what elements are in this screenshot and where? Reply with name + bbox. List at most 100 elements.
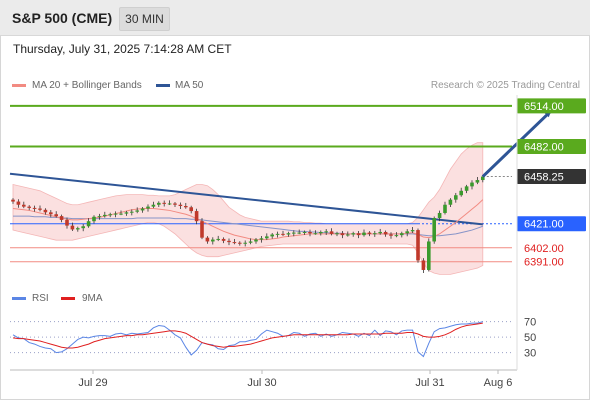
candle	[205, 236, 210, 244]
candle	[416, 228, 420, 263]
candle	[292, 230, 296, 237]
candle-body	[432, 218, 436, 242]
candle	[178, 202, 183, 210]
candle-body	[49, 212, 53, 215]
candle	[54, 211, 58, 218]
candle-body	[157, 202, 161, 205]
candle	[151, 201, 156, 209]
candle	[470, 180, 474, 190]
candle-body	[270, 234, 274, 237]
candle-body	[475, 180, 480, 183]
candle-body	[416, 230, 420, 261]
legend-label-rsi: RSI	[32, 293, 49, 304]
x-tick-label: Aug 6	[484, 377, 513, 389]
price-tag-6458.25	[517, 169, 586, 185]
candle	[405, 229, 409, 237]
candle-body	[54, 214, 58, 217]
candle	[227, 238, 231, 246]
timeframe-button[interactable]: 30 MIN	[119, 7, 170, 31]
candle	[65, 217, 69, 229]
candle-body	[16, 201, 21, 205]
candle	[459, 187, 463, 197]
candle-body	[130, 211, 134, 213]
candle	[356, 230, 361, 239]
candle	[378, 228, 382, 235]
candle-body	[308, 231, 312, 234]
candle	[248, 238, 253, 245]
candle-body	[167, 203, 172, 205]
rsi-tick-70: 70	[524, 317, 536, 329]
candle-body	[11, 199, 15, 202]
candle	[49, 210, 53, 218]
candle	[59, 214, 64, 223]
rsi-tick-30: 30	[524, 348, 536, 360]
candle-body	[151, 204, 156, 207]
candle	[22, 201, 26, 209]
candle	[254, 238, 258, 244]
candle	[319, 230, 323, 236]
candle	[167, 200, 172, 205]
candle-body	[70, 225, 75, 230]
candle	[76, 226, 80, 232]
candle	[346, 231, 350, 237]
candle	[238, 241, 242, 246]
candle	[324, 229, 328, 236]
candle-body	[92, 216, 96, 222]
candle-body	[275, 233, 280, 235]
candle-body	[113, 213, 118, 215]
candle	[400, 231, 404, 238]
candle	[432, 216, 436, 244]
candle	[146, 204, 150, 212]
legend-label-ma20: MA 20 + Bollinger Bands	[32, 80, 142, 91]
legend-label-9ma: 9MA	[82, 293, 103, 304]
candle	[367, 231, 372, 237]
candle-body	[43, 209, 48, 213]
candle	[38, 205, 42, 212]
timestamp: Thursday, July 31, 2025 7:14:28 AM CET	[13, 42, 232, 56]
candle-body	[389, 234, 393, 236]
x-tick-label: Jul 31	[415, 377, 444, 389]
candle-body	[32, 207, 37, 209]
candle	[275, 231, 280, 238]
symbol-title: S&P 500 (CME)	[12, 10, 113, 26]
candle-body	[238, 242, 242, 244]
candle-body	[367, 232, 372, 234]
candle-body	[335, 233, 339, 235]
candle	[443, 201, 447, 215]
candle	[221, 237, 226, 244]
candle-body	[243, 242, 247, 244]
copyright-text: Research © 2025 Trading Central	[430, 80, 580, 91]
candle-body	[464, 186, 469, 191]
candle-body	[292, 232, 296, 234]
candle-body	[313, 233, 318, 235]
price-label-6514.00: 6514.00	[524, 101, 564, 113]
candle	[43, 208, 48, 215]
candle	[97, 213, 102, 220]
candle-body	[211, 239, 215, 242]
candle-body	[194, 211, 199, 222]
price-label-6421.00: 6421.00	[524, 219, 564, 231]
candle-body	[76, 228, 80, 230]
candle-body	[378, 231, 382, 234]
rsi-tick-50: 50	[524, 332, 536, 344]
candle	[281, 230, 285, 237]
candle-body	[427, 241, 431, 270]
candle	[389, 232, 393, 239]
price-label-6391.00: 6391.00	[524, 257, 564, 269]
candle-body	[178, 204, 183, 206]
candle-body	[448, 199, 453, 205]
candle	[313, 230, 318, 235]
candle	[259, 236, 264, 243]
candle	[200, 218, 204, 240]
bollinger-band	[12, 142, 484, 275]
candle-body	[454, 195, 458, 200]
candle	[448, 198, 453, 208]
candle	[81, 223, 85, 232]
candle	[243, 240, 247, 247]
candle	[216, 235, 220, 242]
candle-body	[459, 190, 463, 196]
candle-body	[405, 231, 409, 234]
candle-body	[162, 202, 166, 204]
candle	[92, 215, 96, 224]
